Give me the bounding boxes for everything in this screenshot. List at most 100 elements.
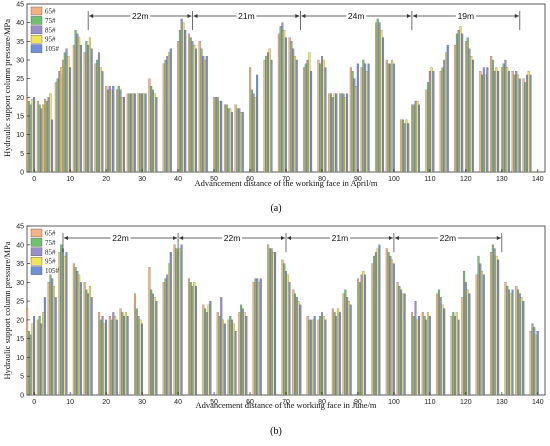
bar-75 [240, 304, 243, 396]
bar-95 [67, 56, 70, 173]
bar-group [475, 255, 485, 396]
bar-85 [346, 297, 349, 396]
bar-95 [445, 52, 448, 173]
x-tick-label: 100 [388, 399, 400, 406]
y-tick-label: 20 [16, 317, 24, 324]
bar-85 [216, 97, 219, 173]
x-tick-label: 30 [138, 176, 146, 183]
bar-75 [466, 37, 469, 173]
bar-group [173, 244, 183, 396]
bar-65 [162, 282, 165, 396]
bar-85 [414, 300, 417, 396]
bar-75 [491, 244, 494, 396]
bar-group [529, 323, 539, 396]
bar-95 [42, 104, 45, 173]
bar-85 [360, 274, 363, 396]
bar-105 [54, 297, 57, 396]
interval-label-bg [346, 11, 367, 21]
bar-85 [151, 293, 154, 396]
bar-85 [295, 297, 298, 396]
bar-65 [137, 93, 140, 173]
bar-65 [47, 282, 50, 396]
bar-105 [529, 74, 532, 173]
bar-105 [511, 289, 514, 396]
bar-65 [411, 312, 414, 396]
bar-85 [137, 316, 140, 396]
bar-75 [106, 89, 109, 173]
legend-label: 85# [45, 248, 56, 256]
bar-105 [403, 293, 406, 396]
legend-swatch [30, 44, 43, 53]
interval-label: 22m [440, 233, 457, 243]
bar-95 [286, 274, 289, 396]
bar-95 [355, 86, 358, 173]
bar-65 [72, 263, 75, 396]
y-tick-label: 25 [16, 299, 24, 306]
bar-95 [52, 285, 55, 396]
bar-75 [294, 293, 297, 396]
bar-95 [110, 89, 113, 173]
bar-group [177, 18, 187, 173]
bar-95 [534, 334, 537, 396]
bar-group [317, 56, 327, 173]
bar-75 [139, 93, 142, 173]
bar-65 [267, 244, 270, 396]
bar-105 [338, 312, 341, 396]
bar-group [234, 104, 244, 173]
bar-group [515, 285, 525, 396]
bar-95 [42, 312, 45, 396]
bar-85 [29, 334, 32, 396]
bar-group [263, 48, 273, 173]
bar-group [411, 100, 421, 173]
y-tick-label: 5 [20, 374, 24, 381]
bar-105 [482, 274, 485, 396]
bar-group [267, 244, 277, 396]
bar-75 [477, 255, 480, 396]
bar-group [202, 300, 212, 396]
bar-65 [54, 82, 57, 173]
bar-105 [497, 259, 500, 396]
bar-105 [33, 316, 36, 396]
bar-65 [148, 267, 151, 396]
bar-95 [391, 259, 394, 396]
bar-105 [356, 63, 359, 173]
bar-105 [169, 252, 172, 396]
bar-95 [430, 67, 433, 173]
bar-65 [317, 59, 320, 173]
bar-105 [299, 304, 302, 396]
y-tick-label: 40 [16, 20, 24, 27]
bar-75 [27, 100, 30, 173]
bar-65 [490, 56, 493, 173]
interval-label: 21m [332, 233, 349, 243]
bar-75 [96, 59, 99, 173]
bar-105 [126, 316, 129, 396]
bar-95 [257, 282, 260, 396]
bar-65 [62, 59, 65, 173]
legend-label: 85# [45, 26, 56, 34]
bar-85 [180, 18, 183, 173]
bar-95 [272, 252, 275, 396]
bar-group [134, 293, 144, 396]
bar-65 [105, 86, 108, 173]
bar-85 [191, 285, 194, 396]
bar-85 [252, 93, 255, 173]
bar-95 [405, 119, 408, 173]
bar-75 [427, 82, 430, 173]
y-tick-label: 10 [16, 132, 24, 139]
bar-95 [380, 30, 383, 173]
bar-65 [119, 308, 122, 396]
bar-group [450, 312, 460, 396]
bar-85 [374, 252, 377, 396]
bar-group [421, 312, 431, 396]
bar-105 [241, 112, 244, 173]
bar-95 [311, 319, 314, 396]
bar-75 [268, 248, 271, 396]
bar-85 [177, 252, 180, 396]
bar-65 [360, 67, 363, 173]
bar-85 [457, 30, 460, 173]
bar-75 [229, 316, 232, 396]
bar-65 [385, 59, 388, 173]
bar-75 [531, 323, 534, 396]
x-tick-label: 110 [424, 399, 435, 406]
bar-65 [277, 33, 280, 173]
